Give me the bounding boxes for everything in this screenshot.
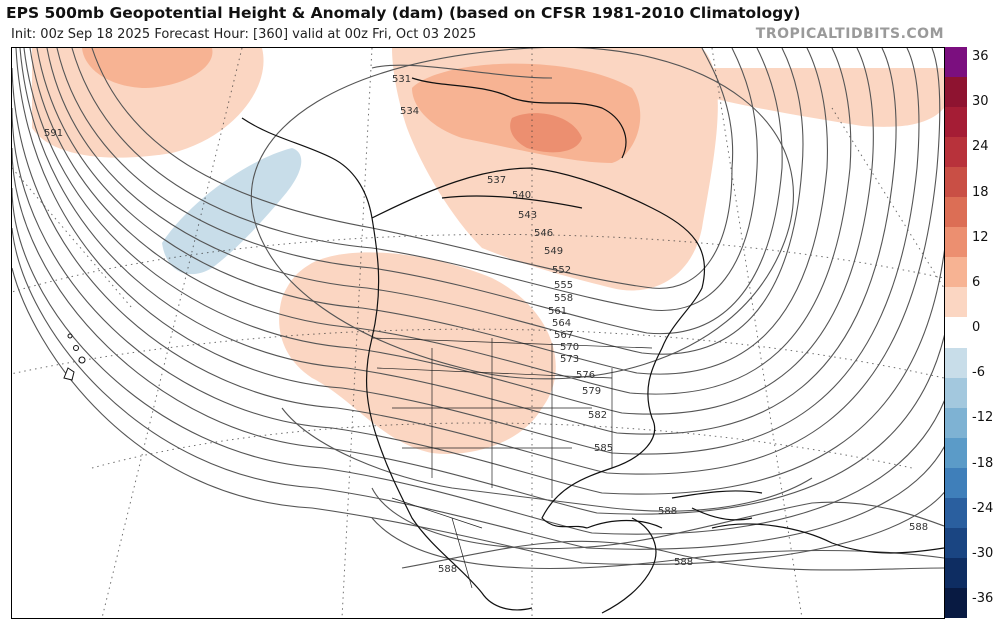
colorbar-tick-label: -12 [972,410,994,426]
colorbar-segment [945,197,967,228]
colorbar-segment [945,167,967,198]
contour-label-588-c: 588 [438,564,457,575]
colorbar-tick-label: 6 [972,274,981,290]
colorbar-tick-label: -30 [972,545,994,561]
contour-label-579: 579 [582,386,601,397]
colorbar-segment [945,227,967,258]
colorbar-segment [945,77,967,108]
contour-label-549: 549 [544,246,563,257]
colorbar-segment [945,587,967,619]
colorbar-segment [945,137,967,168]
contour-label-567: 567 [554,330,573,341]
map-panel: 531 534 537 540 543 546 549 552 555 558 … [11,47,945,619]
contour-label-537: 537 [487,175,506,186]
chart-title: EPS 500mb Geopotential Height & Anomaly … [6,4,801,22]
graticule [12,48,944,618]
contour-label-555: 555 [554,280,573,291]
colorbar-tick-label: 24 [972,139,989,155]
contour-label-588-a: 588 [658,506,677,517]
contour-label-543: 543 [518,210,537,221]
colorbar-segment [945,527,967,559]
contour-label-585: 585 [594,443,613,454]
positive-anomaly-shading [32,48,944,454]
colorbar-segment [945,287,967,318]
colorbar-segment [945,437,967,469]
colorbar-tick-label: 30 [972,94,989,110]
contour-label-552: 552 [552,265,571,276]
colorbar-segment [945,557,967,589]
contour-label-546: 546 [534,228,553,239]
colorbar-tick-label: -6 [972,365,985,381]
state-borders [371,337,653,589]
colorbar-tick-label: 0 [972,320,981,335]
colorbar-segment [945,407,967,439]
colorbar-tick-label: -18 [972,455,994,471]
contour-label-588-d: 588 [909,522,928,533]
map-canvas: 531 534 537 540 543 546 549 552 555 558 … [12,48,944,618]
coastlines [241,77,944,614]
colorbar-segment [945,467,967,499]
colorbar-tick-label: 12 [972,229,989,245]
site-credit: TROPICALTIDBITS.COM [755,26,944,42]
colorbar-segment [945,47,967,78]
colorbar-segment [945,497,967,529]
contour-label-558: 558 [554,293,573,304]
contour-labels: 531 534 537 540 543 546 549 552 555 558 … [44,74,928,575]
negative-anomaly-shading [162,148,302,275]
colorbar-tick-label: -24 [972,500,994,516]
colorbar-segment [945,347,967,379]
colorbar-tick-label: -36 [972,591,994,606]
contour-label-588-b: 588 [674,557,693,568]
colorbar-tick-label: 18 [972,184,989,200]
contour-label-591: 591 [44,128,63,139]
height-contours [12,48,944,571]
colorbar-segment [945,317,967,349]
contour-label-534: 534 [400,106,419,117]
colorbar-segment [945,377,967,409]
contour-label-573: 573 [560,354,579,365]
contour-label-576: 576 [576,370,595,381]
hawaii-islands [63,333,86,381]
contour-label-540: 540 [512,190,531,201]
anomaly-colorbar [945,47,967,619]
contour-label-561: 561 [548,306,567,317]
colorbar-tick-label: 36 [972,49,989,64]
contour-label-570: 570 [560,342,579,353]
colorbar-segment [945,107,967,138]
chart-subtitle: Init: 00z Sep 18 2025 Forecast Hour: [36… [11,27,477,42]
contour-label-531: 531 [392,74,411,85]
contour-label-564: 564 [552,318,571,329]
colorbar-segment [945,257,967,288]
contour-label-582: 582 [588,410,607,421]
